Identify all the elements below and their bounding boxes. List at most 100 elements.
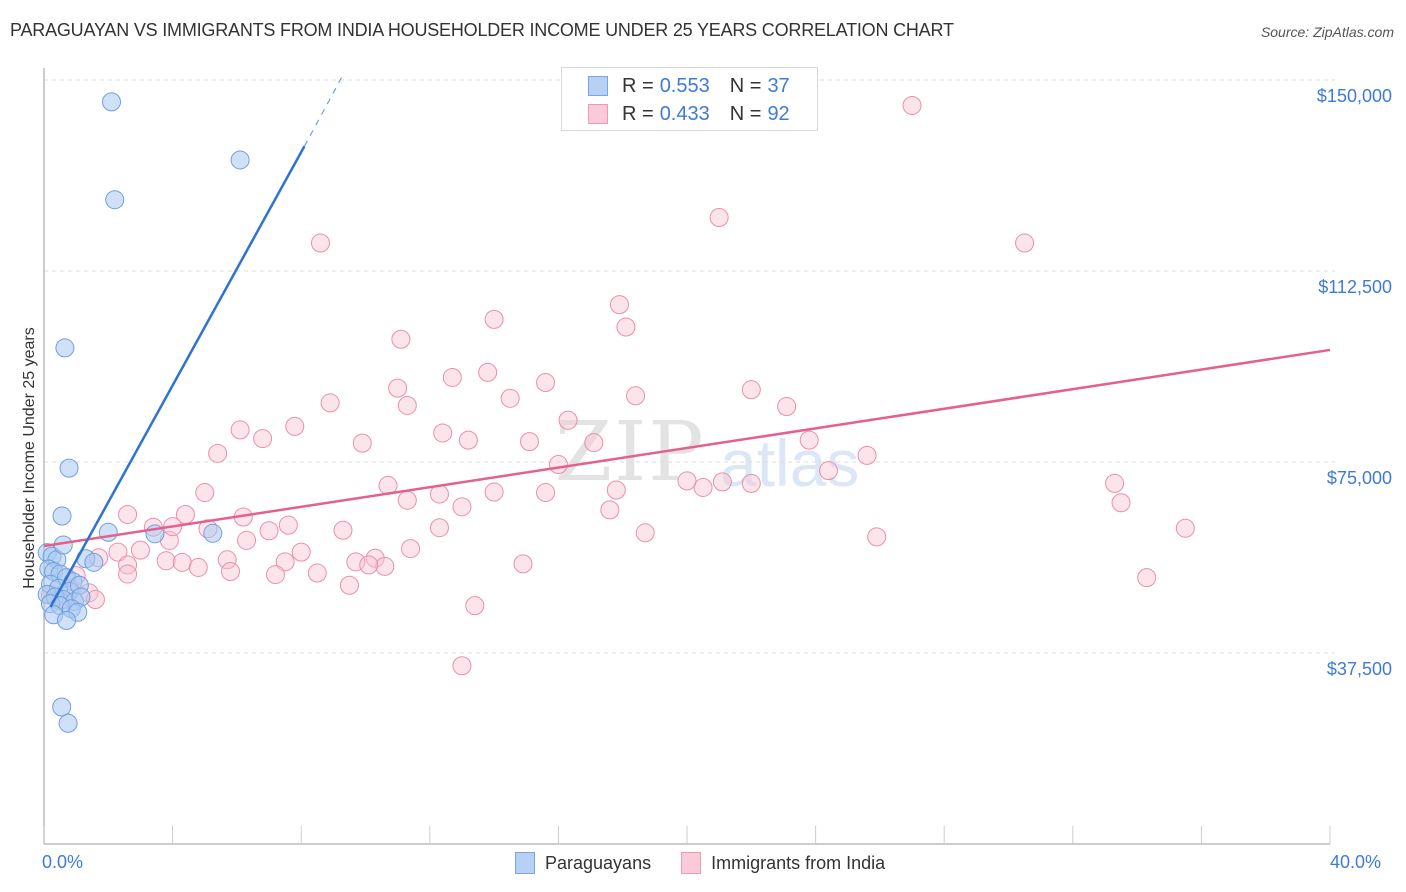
data-point (536, 373, 556, 393)
axes (43, 68, 1331, 845)
data-point (220, 562, 240, 582)
data-point (285, 416, 305, 436)
data-point (130, 540, 150, 560)
data-point (1105, 473, 1125, 493)
series-legend: Paraguayans Immigrants from India (515, 852, 915, 874)
data-point (442, 367, 462, 387)
data-point (401, 539, 421, 559)
source-label: Source: ZipAtlas.com (1260, 24, 1394, 40)
data-point (118, 564, 138, 584)
data-point (484, 482, 504, 502)
legend-label-india: Immigrants from India (711, 852, 886, 873)
data-point (52, 697, 72, 717)
trendline-paraguayans (49, 145, 306, 608)
data-point (237, 530, 257, 550)
y-tick-150000: $150,000 (1316, 86, 1392, 106)
legend-item-india[interactable]: Immigrants from India (681, 852, 885, 874)
data-point (208, 443, 228, 463)
data-point (265, 565, 285, 585)
data-point (1111, 493, 1131, 513)
data-point (500, 388, 520, 408)
data-point (600, 500, 620, 520)
data-point (352, 433, 372, 453)
data-point (902, 95, 922, 115)
data-point (59, 458, 79, 478)
data-point (346, 552, 366, 572)
legend-n-label: N = (729, 74, 762, 97)
x-tick-min: 0.0% (42, 852, 84, 872)
data-point (108, 542, 128, 562)
data-point (57, 610, 77, 630)
legend-item-paraguayans[interactable]: Paraguayans (515, 852, 651, 874)
series-paraguayans-points (37, 92, 250, 733)
data-point (1175, 518, 1195, 538)
y-tick-75000: $75,000 (1326, 468, 1392, 488)
data-point (818, 461, 838, 481)
legend-row-india: R = 0.433 N = 92 (588, 102, 790, 126)
legend-r-value: 0.433 (659, 102, 710, 125)
data-point (188, 557, 208, 577)
data-point (519, 432, 539, 452)
data-point (1015, 233, 1035, 253)
data-point (741, 473, 761, 493)
data-point (275, 552, 295, 572)
y-tick-112500: $112,500 (1318, 277, 1392, 297)
legend-r-label: R = (622, 102, 654, 125)
data-point (84, 552, 104, 572)
data-point (452, 497, 472, 517)
data-point (391, 329, 411, 349)
data-point (465, 596, 485, 616)
data-point (217, 550, 237, 570)
legend-row-paraguayans: R = 0.553 N = 37 (588, 74, 790, 98)
legend-n-value: 37 (767, 74, 790, 97)
legend-n-value: 92 (767, 102, 790, 125)
data-point (433, 423, 453, 443)
data-point (156, 551, 176, 571)
data-point (259, 521, 279, 541)
data-point (102, 92, 122, 112)
data-point (397, 395, 417, 415)
data-point (339, 575, 359, 595)
data-point (616, 317, 636, 337)
x-tick-max: 40.0% (1330, 852, 1382, 872)
data-point (55, 338, 75, 358)
series-india-points (40, 95, 1195, 676)
data-point (857, 445, 877, 465)
data-point (709, 208, 729, 228)
data-point (253, 429, 273, 449)
data-point (307, 563, 327, 583)
legend-r-label: R = (622, 74, 654, 97)
stats-legend: R = 0.553 N = 37 R = 0.433 N = 92 (561, 67, 818, 131)
data-point (478, 362, 498, 382)
data-point (693, 477, 713, 497)
chart-title: PARAGUAYAN VS IMMIGRANTS FROM INDIA HOUS… (10, 20, 954, 40)
data-point (388, 378, 408, 398)
data-point (777, 396, 797, 416)
data-point (230, 420, 250, 440)
data-point (677, 471, 697, 491)
data-point (230, 150, 250, 170)
data-point (172, 552, 192, 572)
data-point (291, 542, 311, 562)
data-point (712, 472, 732, 492)
data-point (635, 523, 655, 543)
legend-n-label: N = (729, 102, 762, 125)
data-point (333, 520, 353, 540)
data-point (606, 480, 626, 500)
y-axis-title: Householder Income Under 25 years (21, 327, 38, 589)
data-point (484, 309, 504, 329)
legend-swatch-paraguayans (515, 852, 535, 874)
data-point (1137, 568, 1157, 588)
data-point (397, 490, 417, 510)
gridlines (44, 79, 1335, 654)
data-point (429, 518, 449, 538)
trendlines (43, 74, 1331, 608)
legend-swatch-india (681, 852, 702, 874)
data-point (458, 430, 478, 450)
data-point (799, 430, 819, 450)
y-tick-37500: $37,500 (1326, 659, 1392, 679)
data-point (536, 483, 556, 503)
data-point (52, 506, 72, 526)
data-point (320, 393, 340, 413)
